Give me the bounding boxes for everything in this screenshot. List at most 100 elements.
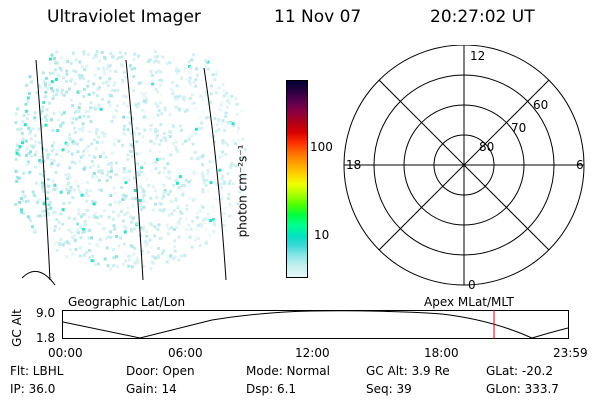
uv-pixel xyxy=(67,216,71,220)
uv-pixel xyxy=(144,91,148,95)
uv-pixel xyxy=(19,127,23,131)
uv-pixel xyxy=(226,197,230,200)
uv-pixel xyxy=(169,226,173,230)
uv-pixel xyxy=(88,242,91,246)
uv-pixel xyxy=(139,185,143,189)
uv-pixel xyxy=(242,176,246,180)
uv-pixel xyxy=(105,173,109,177)
uv-pixel xyxy=(78,76,82,80)
uv-pixel xyxy=(142,189,146,193)
uv-pixel xyxy=(158,150,162,154)
uv-pixel xyxy=(237,139,241,143)
uv-pixel xyxy=(234,97,238,101)
uv-pixel xyxy=(27,152,31,156)
uv-pixel xyxy=(109,51,113,55)
uv-pixel xyxy=(224,153,228,156)
uv-pixel xyxy=(95,215,99,219)
uv-pixel xyxy=(113,137,117,141)
uv-pixel xyxy=(112,256,116,259)
uv-pixel xyxy=(61,208,65,212)
uv-pixel xyxy=(201,188,205,192)
uv-pixel xyxy=(46,156,50,160)
uv-pixel xyxy=(217,119,221,123)
uv-pixel xyxy=(38,183,42,187)
uv-pixel xyxy=(61,121,65,125)
uv-pixel xyxy=(172,184,176,188)
x-tick-0000: 00:00 xyxy=(48,346,83,360)
uv-pixel xyxy=(149,139,152,143)
uv-pixel xyxy=(165,223,169,227)
uv-pixel xyxy=(168,176,172,180)
uv-pixel xyxy=(38,161,42,165)
uv-pixel xyxy=(140,226,144,230)
uv-pixel xyxy=(135,163,139,167)
uv-pixel xyxy=(147,184,151,187)
uv-pixel xyxy=(55,93,58,96)
uv-pixel xyxy=(179,217,182,221)
uv-pixel xyxy=(34,140,38,144)
uv-pixel xyxy=(156,105,160,109)
uv-pixel xyxy=(95,243,99,247)
uv-pixel xyxy=(134,196,137,200)
uv-pixel xyxy=(83,166,87,169)
uv-pixel xyxy=(137,132,141,136)
uv-pixel xyxy=(237,149,241,153)
uv-pixel xyxy=(59,91,63,95)
glat-info: GLat: -20.2 xyxy=(486,364,553,378)
uv-pixel xyxy=(51,71,55,75)
uv-pixel xyxy=(79,225,83,229)
mlat-label-70: 70 xyxy=(511,121,526,135)
uv-pixel xyxy=(29,219,33,223)
uv-pixel xyxy=(142,93,146,97)
uv-pixel xyxy=(83,230,87,234)
uv-pixel xyxy=(26,215,30,219)
uv-pixel xyxy=(81,153,85,157)
uv-pixel xyxy=(214,72,218,76)
uv-pixel xyxy=(175,84,179,88)
uv-pixel xyxy=(119,236,122,240)
uv-pixel xyxy=(52,159,56,163)
uv-pixel xyxy=(123,177,127,180)
uv-pixel xyxy=(141,187,144,191)
uv-pixel xyxy=(157,171,161,175)
uv-pixel xyxy=(143,128,147,132)
uv-pixel xyxy=(120,64,124,68)
uv-pixel xyxy=(177,69,181,73)
longitude-line xyxy=(35,59,51,281)
uv-pixel xyxy=(128,64,132,68)
uv-pixel xyxy=(21,190,25,194)
uv-pixel xyxy=(81,125,85,129)
uv-pixel xyxy=(149,196,153,200)
uv-pixel xyxy=(217,117,221,121)
uv-pixel xyxy=(79,155,83,159)
uv-pixel xyxy=(166,162,170,166)
uv-pixel xyxy=(187,71,191,75)
uv-pixel xyxy=(171,141,175,145)
uv-pixel xyxy=(137,173,141,177)
uv-pixel xyxy=(219,101,223,105)
uv-pixel xyxy=(195,171,199,175)
uv-pixel xyxy=(161,157,165,161)
uv-pixel xyxy=(104,236,108,240)
uv-pixel xyxy=(185,108,189,112)
uv-pixel xyxy=(48,83,51,87)
uv-pixel xyxy=(197,223,201,227)
uv-pixel xyxy=(106,264,110,268)
mode-info: Mode: Normal xyxy=(246,364,330,378)
uv-pixel xyxy=(77,212,81,216)
uv-pixel xyxy=(82,167,86,171)
uv-pixel xyxy=(141,264,145,268)
uv-pixel xyxy=(121,144,125,148)
uv-pixel xyxy=(226,120,230,124)
uv-pixel xyxy=(89,101,93,105)
altitude-curve xyxy=(62,310,569,339)
mlt-label-18: 18 xyxy=(346,158,361,172)
uv-pixel xyxy=(221,139,225,142)
uv-pixel xyxy=(72,188,76,192)
uv-pixel xyxy=(168,61,172,65)
uv-pixel xyxy=(81,231,85,235)
uv-pixel xyxy=(96,67,100,71)
uv-pixel xyxy=(34,181,38,185)
uv-pixel xyxy=(237,123,241,127)
uv-pixel xyxy=(70,138,74,142)
